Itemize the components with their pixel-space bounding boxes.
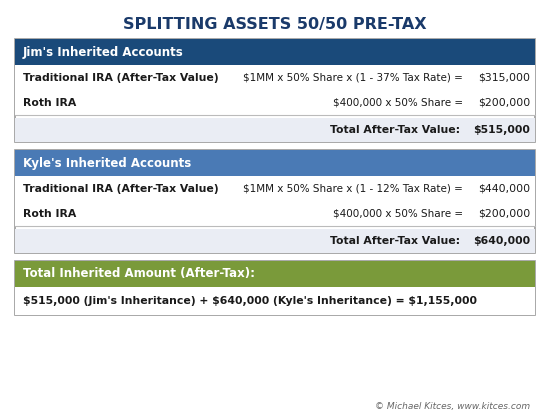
Bar [15,150,535,253]
Text: $515,000 (Jim's Inheritance) + $640,000 (Kyle's Inheritance) = $1,155,000: $515,000 (Jim's Inheritance) + $640,000 … [23,296,477,306]
Text: SPLITTING ASSETS 50/50 PRE-TAX: SPLITTING ASSETS 50/50 PRE-TAX [123,17,427,32]
Bar [15,90,535,115]
Text: $515,000: $515,000 [473,125,530,135]
Bar [15,261,535,287]
Text: $315,000: $315,000 [478,73,530,83]
Text: Traditional IRA (After-Tax Value): Traditional IRA (After-Tax Value) [23,73,219,83]
Text: Roth IRA: Roth IRA [23,98,76,108]
Bar [15,39,535,65]
Text: Total Inherited Amount (After-Tax):: Total Inherited Amount (After-Tax): [23,267,255,281]
Bar [15,65,535,90]
Text: © Michael Kitces, www.kitces.com: © Michael Kitces, www.kitces.com [375,402,530,411]
Text: $440,000: $440,000 [478,183,530,193]
Bar [15,150,535,176]
Bar [15,176,535,201]
Text: Traditional IRA (After-Tax Value): Traditional IRA (After-Tax Value) [23,183,219,193]
Bar [15,287,535,315]
Text: $400,000 x 50% Share =: $400,000 x 50% Share = [333,98,463,108]
Text: Kyle's Inherited Accounts: Kyle's Inherited Accounts [23,156,191,169]
Bar [15,229,535,253]
Text: $400,000 x 50% Share =: $400,000 x 50% Share = [333,208,463,219]
Text: Total After-Tax Value:: Total After-Tax Value: [330,236,460,246]
Text: Roth IRA: Roth IRA [23,208,76,219]
Text: $1MM x 50% Share x (1 - 12% Tax Rate) =: $1MM x 50% Share x (1 - 12% Tax Rate) = [243,183,463,193]
Text: $200,000: $200,000 [478,208,530,219]
Bar [15,118,535,142]
Text: $1MM x 50% Share x (1 - 37% Tax Rate) =: $1MM x 50% Share x (1 - 37% Tax Rate) = [243,73,463,83]
Text: Total After-Tax Value:: Total After-Tax Value: [330,125,460,135]
Bar [15,39,535,142]
Bar [15,201,535,226]
Text: $200,000: $200,000 [478,98,530,108]
Text: $640,000: $640,000 [473,236,530,246]
Bar [15,261,535,315]
Text: Jim's Inherited Accounts: Jim's Inherited Accounts [23,45,184,58]
